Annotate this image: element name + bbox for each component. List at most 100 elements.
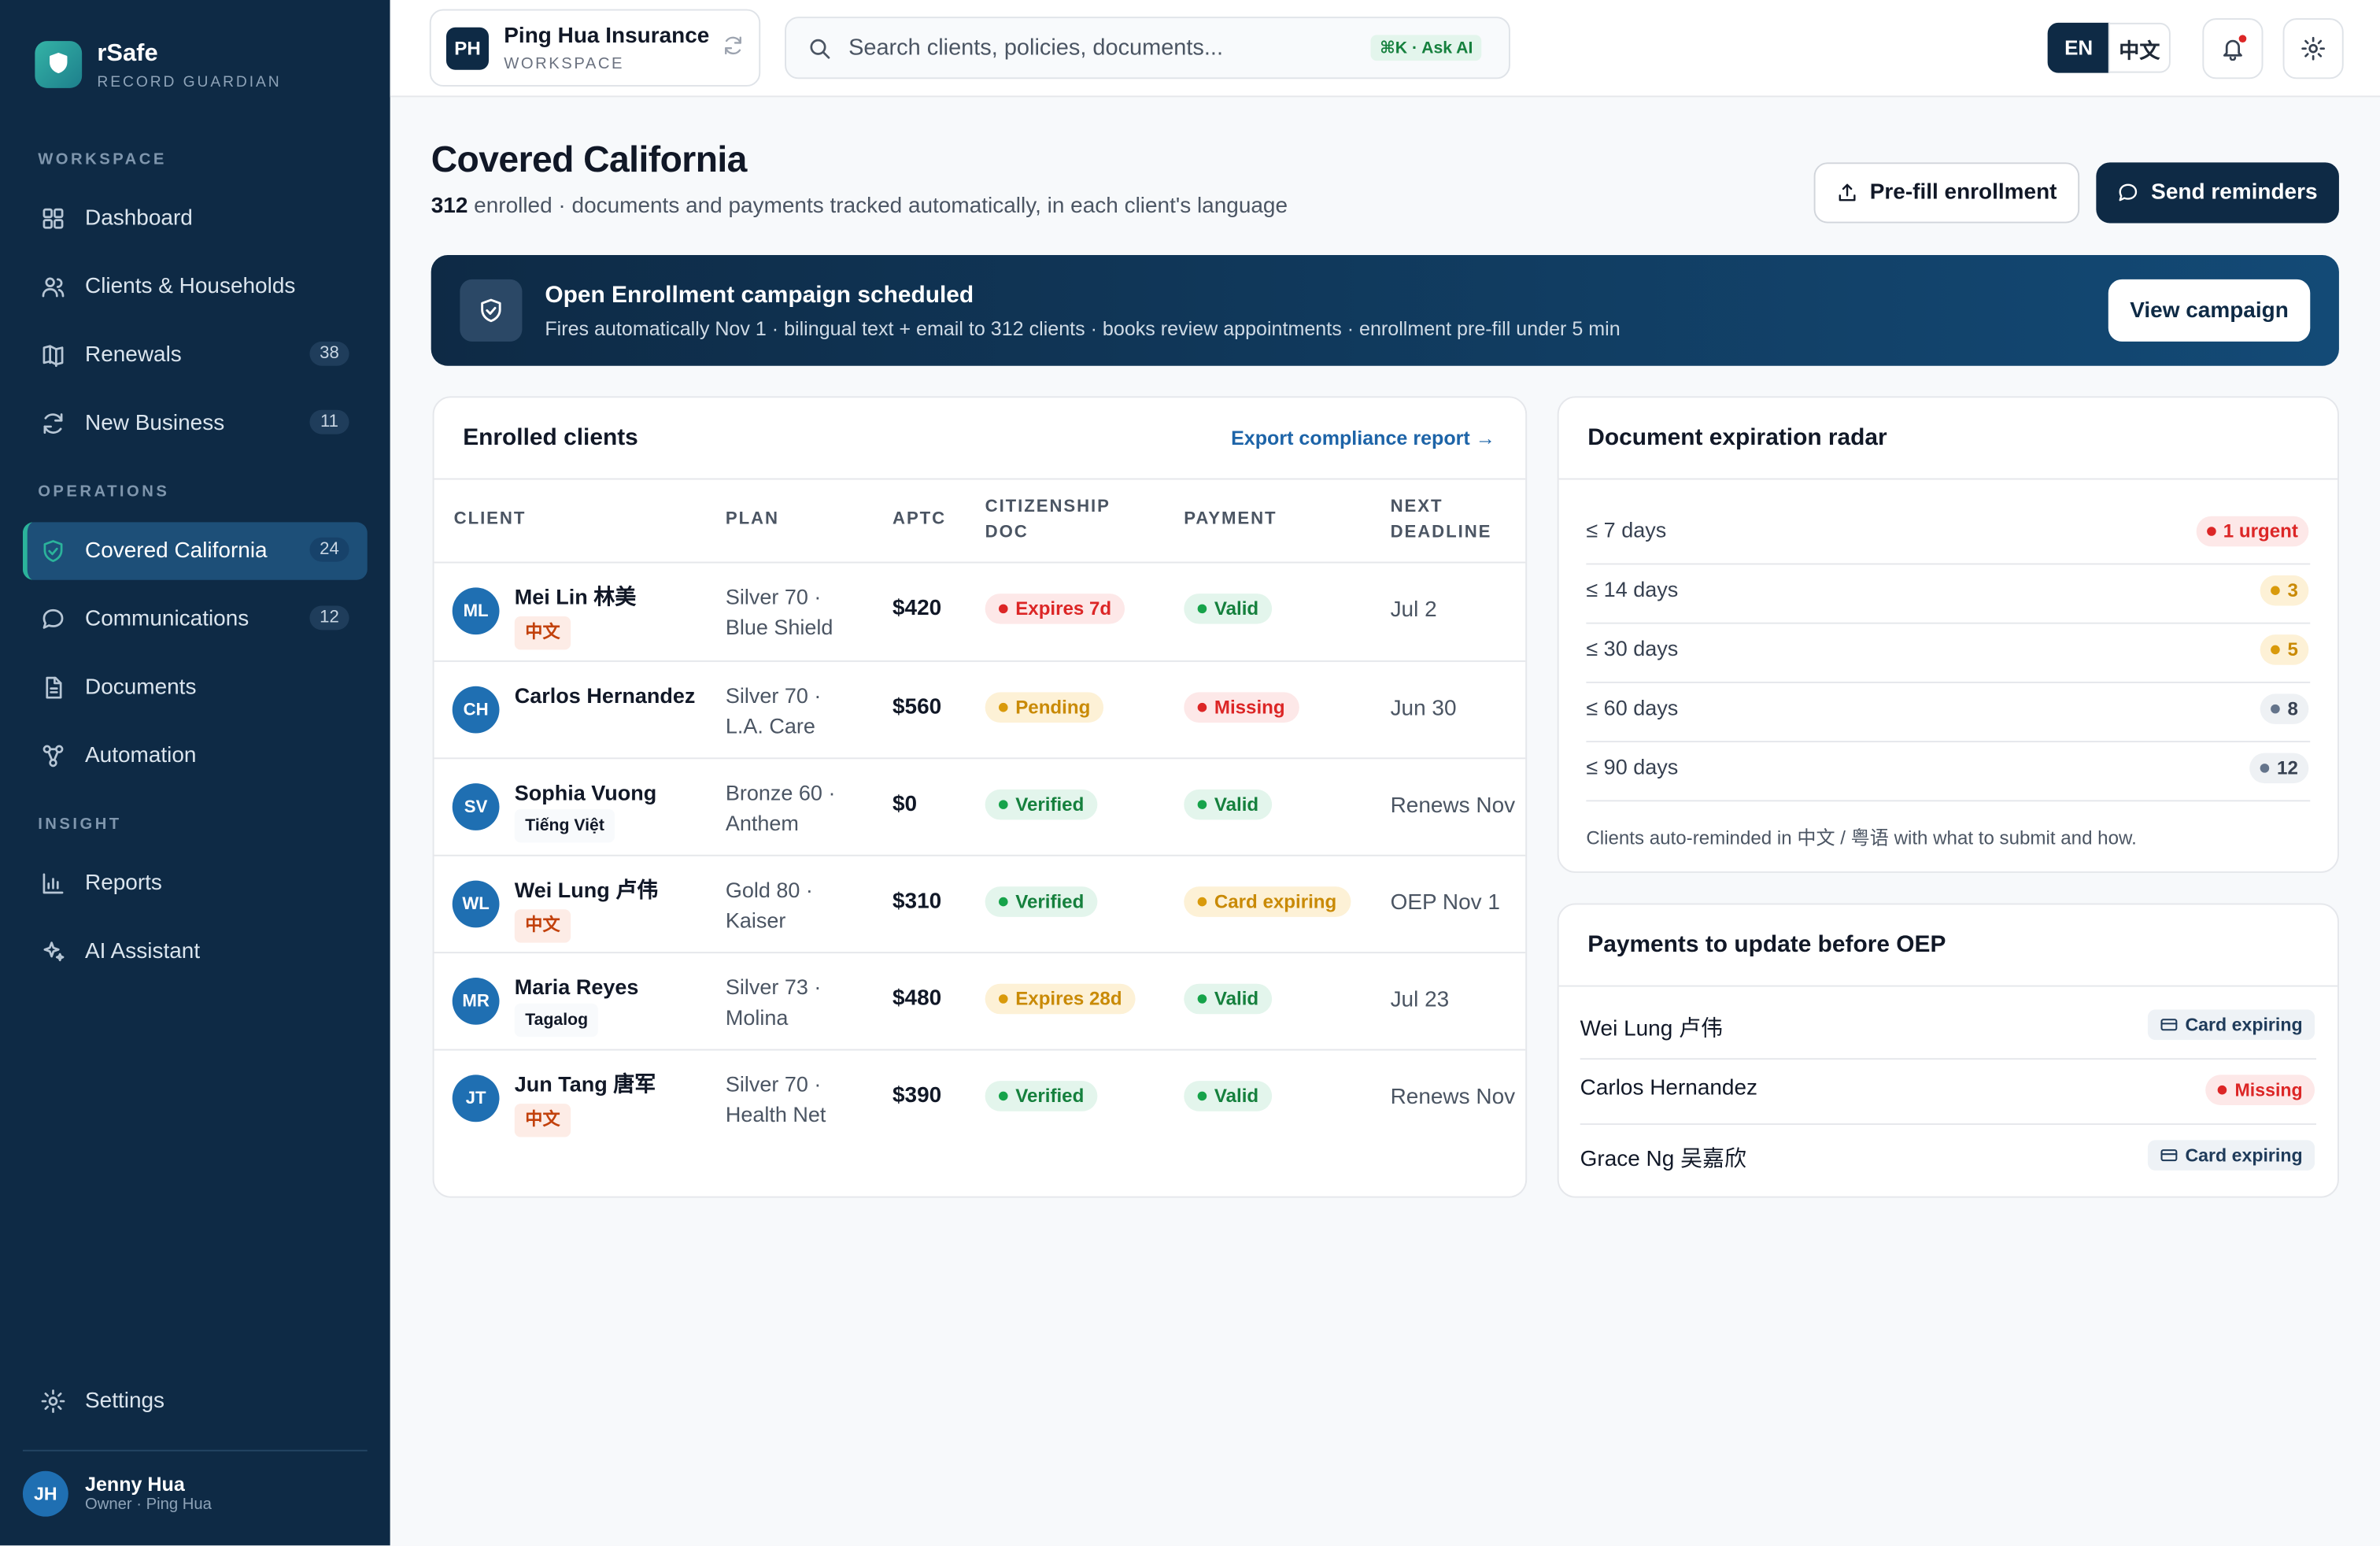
- icon: [42, 277, 65, 298]
- count: 8: [2287, 698, 2298, 720]
- icon: [43, 413, 63, 434]
- button-label: Pre-fill enrollment: [1869, 180, 2057, 205]
- icon: [46, 676, 62, 699]
- aptc: $420: [892, 596, 942, 621]
- nav-item[interactable]: Clients & Households: [23, 258, 368, 316]
- count-badge: 1 urgent: [2196, 516, 2309, 547]
- page-title: Covered California: [431, 139, 748, 181]
- nav-label: Covered California: [84, 538, 268, 564]
- plan: Silver 70 · Health Net: [725, 1071, 826, 1126]
- nav-badge: 38: [309, 341, 349, 366]
- icon: [42, 345, 64, 368]
- status-label: Valid: [1214, 597, 1259, 620]
- count: 12: [2277, 757, 2298, 779]
- icon: [41, 1389, 65, 1413]
- language-toggle[interactable]: 中文: [2108, 22, 2171, 73]
- search-icon: [808, 36, 832, 68]
- nav-item[interactable]: Covered California 24: [22, 522, 368, 580]
- doc-status: Expires 28d: [985, 983, 1136, 1015]
- topbar: PH Ping Hua Insurance WORKSPACE Search clie…: [390, 0, 2380, 98]
- nav-item[interactable]: Reports: [23, 855, 368, 912]
- nav-label: Automation: [84, 743, 197, 768]
- count-badge: 5: [2260, 634, 2309, 665]
- client-avatar: WL: [452, 880, 500, 928]
- client-name-cell: Wei Lung 卢伟 中文: [514, 875, 697, 943]
- payment-badge: Missing: [2205, 1074, 2315, 1105]
- doc-status: Verified: [985, 1081, 1098, 1111]
- nav-item[interactable]: Communications 12: [23, 590, 368, 648]
- status-label: Card expiring: [2185, 1014, 2303, 1036]
- nav-item[interactable]: Dashboard: [23, 190, 368, 247]
- language-tag: Tagalog: [514, 1003, 599, 1037]
- nav-label: Renewals: [84, 342, 182, 368]
- status-label: Valid: [1214, 988, 1259, 1010]
- export-link[interactable]: Export compliance report →: [1231, 426, 1495, 449]
- status-label: Verified: [1015, 793, 1085, 816]
- range-label: ≤ 60 days: [1586, 695, 1679, 720]
- plan: Gold 80 · Kaiser: [725, 877, 813, 933]
- notifications-button[interactable]: [2202, 18, 2264, 80]
- banner-title: Open Enrollment campaign scheduled: [545, 282, 974, 309]
- prefill-button[interactable]: Pre-fill enrollment: [1813, 162, 2080, 224]
- nav-item[interactable]: Automation: [23, 727, 368, 785]
- brand-tagline: RECORD GUARDIAN: [97, 74, 282, 91]
- nav-item[interactable]: Renewals 38: [23, 327, 368, 384]
- doc-status: Verified: [985, 886, 1098, 917]
- deadline: Jul 2: [1390, 597, 1437, 623]
- theme-button[interactable]: [2282, 18, 2344, 80]
- doc-status: Pending: [985, 692, 1104, 723]
- nav-label: Clients & Households: [84, 275, 296, 299]
- count: 3: [2287, 579, 2298, 601]
- aptc: $560: [892, 695, 942, 720]
- clients-card: Enrolled clients Export compliance report…: [432, 396, 1528, 1198]
- client-name: Jun Tang 唐军: [514, 1071, 656, 1097]
- view-campaign-button[interactable]: View campaign: [2108, 279, 2311, 342]
- client-name: Grace Ng 吴嘉欣: [1580, 1147, 1746, 1172]
- search-shortcut: ⌘K · Ask AI: [1370, 35, 1482, 61]
- workspace-avatar: PH: [445, 27, 489, 70]
- payment-status: Card expiring: [1184, 886, 1351, 917]
- icon: [50, 53, 68, 74]
- nav-section-label: INSIGHT: [38, 815, 122, 834]
- client-name: Maria Reyes: [514, 975, 639, 999]
- client-avatar: SV: [452, 783, 500, 830]
- card-title: Enrolled clients: [463, 424, 638, 451]
- range-label: ≤ 30 days: [1586, 636, 1679, 660]
- workspace-switcher[interactable]: PH Ping Hua Insurance WORKSPACE: [429, 9, 761, 87]
- send-reminders-button[interactable]: Send reminders: [2096, 162, 2339, 224]
- aptc: $310: [892, 890, 942, 914]
- status-label: Missing: [2234, 1079, 2303, 1101]
- icon: [481, 298, 501, 323]
- client-avatar: CH: [452, 686, 500, 734]
- status-label: Verified: [1015, 1085, 1085, 1107]
- status-label: Pending: [1015, 697, 1091, 719]
- client-name: Wei Lung 卢伟: [1580, 1017, 1723, 1041]
- status-label: Expires 28d: [1015, 988, 1122, 1010]
- card-title: Payments to update before OEP: [1587, 932, 1946, 958]
- client-name: Mei Lin 林美: [514, 584, 637, 609]
- nav-item[interactable]: New Business 11: [23, 394, 368, 452]
- divider: [1586, 622, 2311, 624]
- payment-status: Valid: [1184, 789, 1273, 820]
- divider: [1586, 800, 2311, 802]
- plan: Silver 70 · Blue Shield: [725, 584, 833, 639]
- language-toggle[interactable]: EN: [2047, 22, 2110, 73]
- language-tag: Tiếng Việt: [514, 808, 615, 843]
- count: 1 urgent: [2223, 520, 2298, 542]
- client-name-cell: Carlos Hernandez: [515, 680, 697, 711]
- table-row: SV Sophia Vuong Tiếng Việt Bronze 60 · Anth…: [434, 757, 1526, 854]
- nav-label: Settings: [84, 1389, 165, 1414]
- status-label: Valid: [1214, 793, 1259, 816]
- language-tag: 中文: [514, 616, 571, 650]
- button-label: Send reminders: [2151, 180, 2318, 205]
- nav-item[interactable]: Documents: [23, 659, 368, 716]
- search-box[interactable]: Search clients, policies, documents... ⌘K…: [785, 17, 1510, 80]
- table-row: WL Wei Lung 卢伟 中文 Gold 80 · Kaiser $310 Verif…: [434, 854, 1526, 952]
- nav-item[interactable]: AI Assistant: [23, 923, 368, 981]
- count-badge: 3: [2260, 575, 2309, 606]
- client-name: Sophia Vuong: [514, 780, 657, 805]
- nav-label: Dashboard: [84, 206, 193, 231]
- client-avatar: JT: [452, 1074, 500, 1123]
- nav-item[interactable]: Settings: [23, 1372, 368, 1429]
